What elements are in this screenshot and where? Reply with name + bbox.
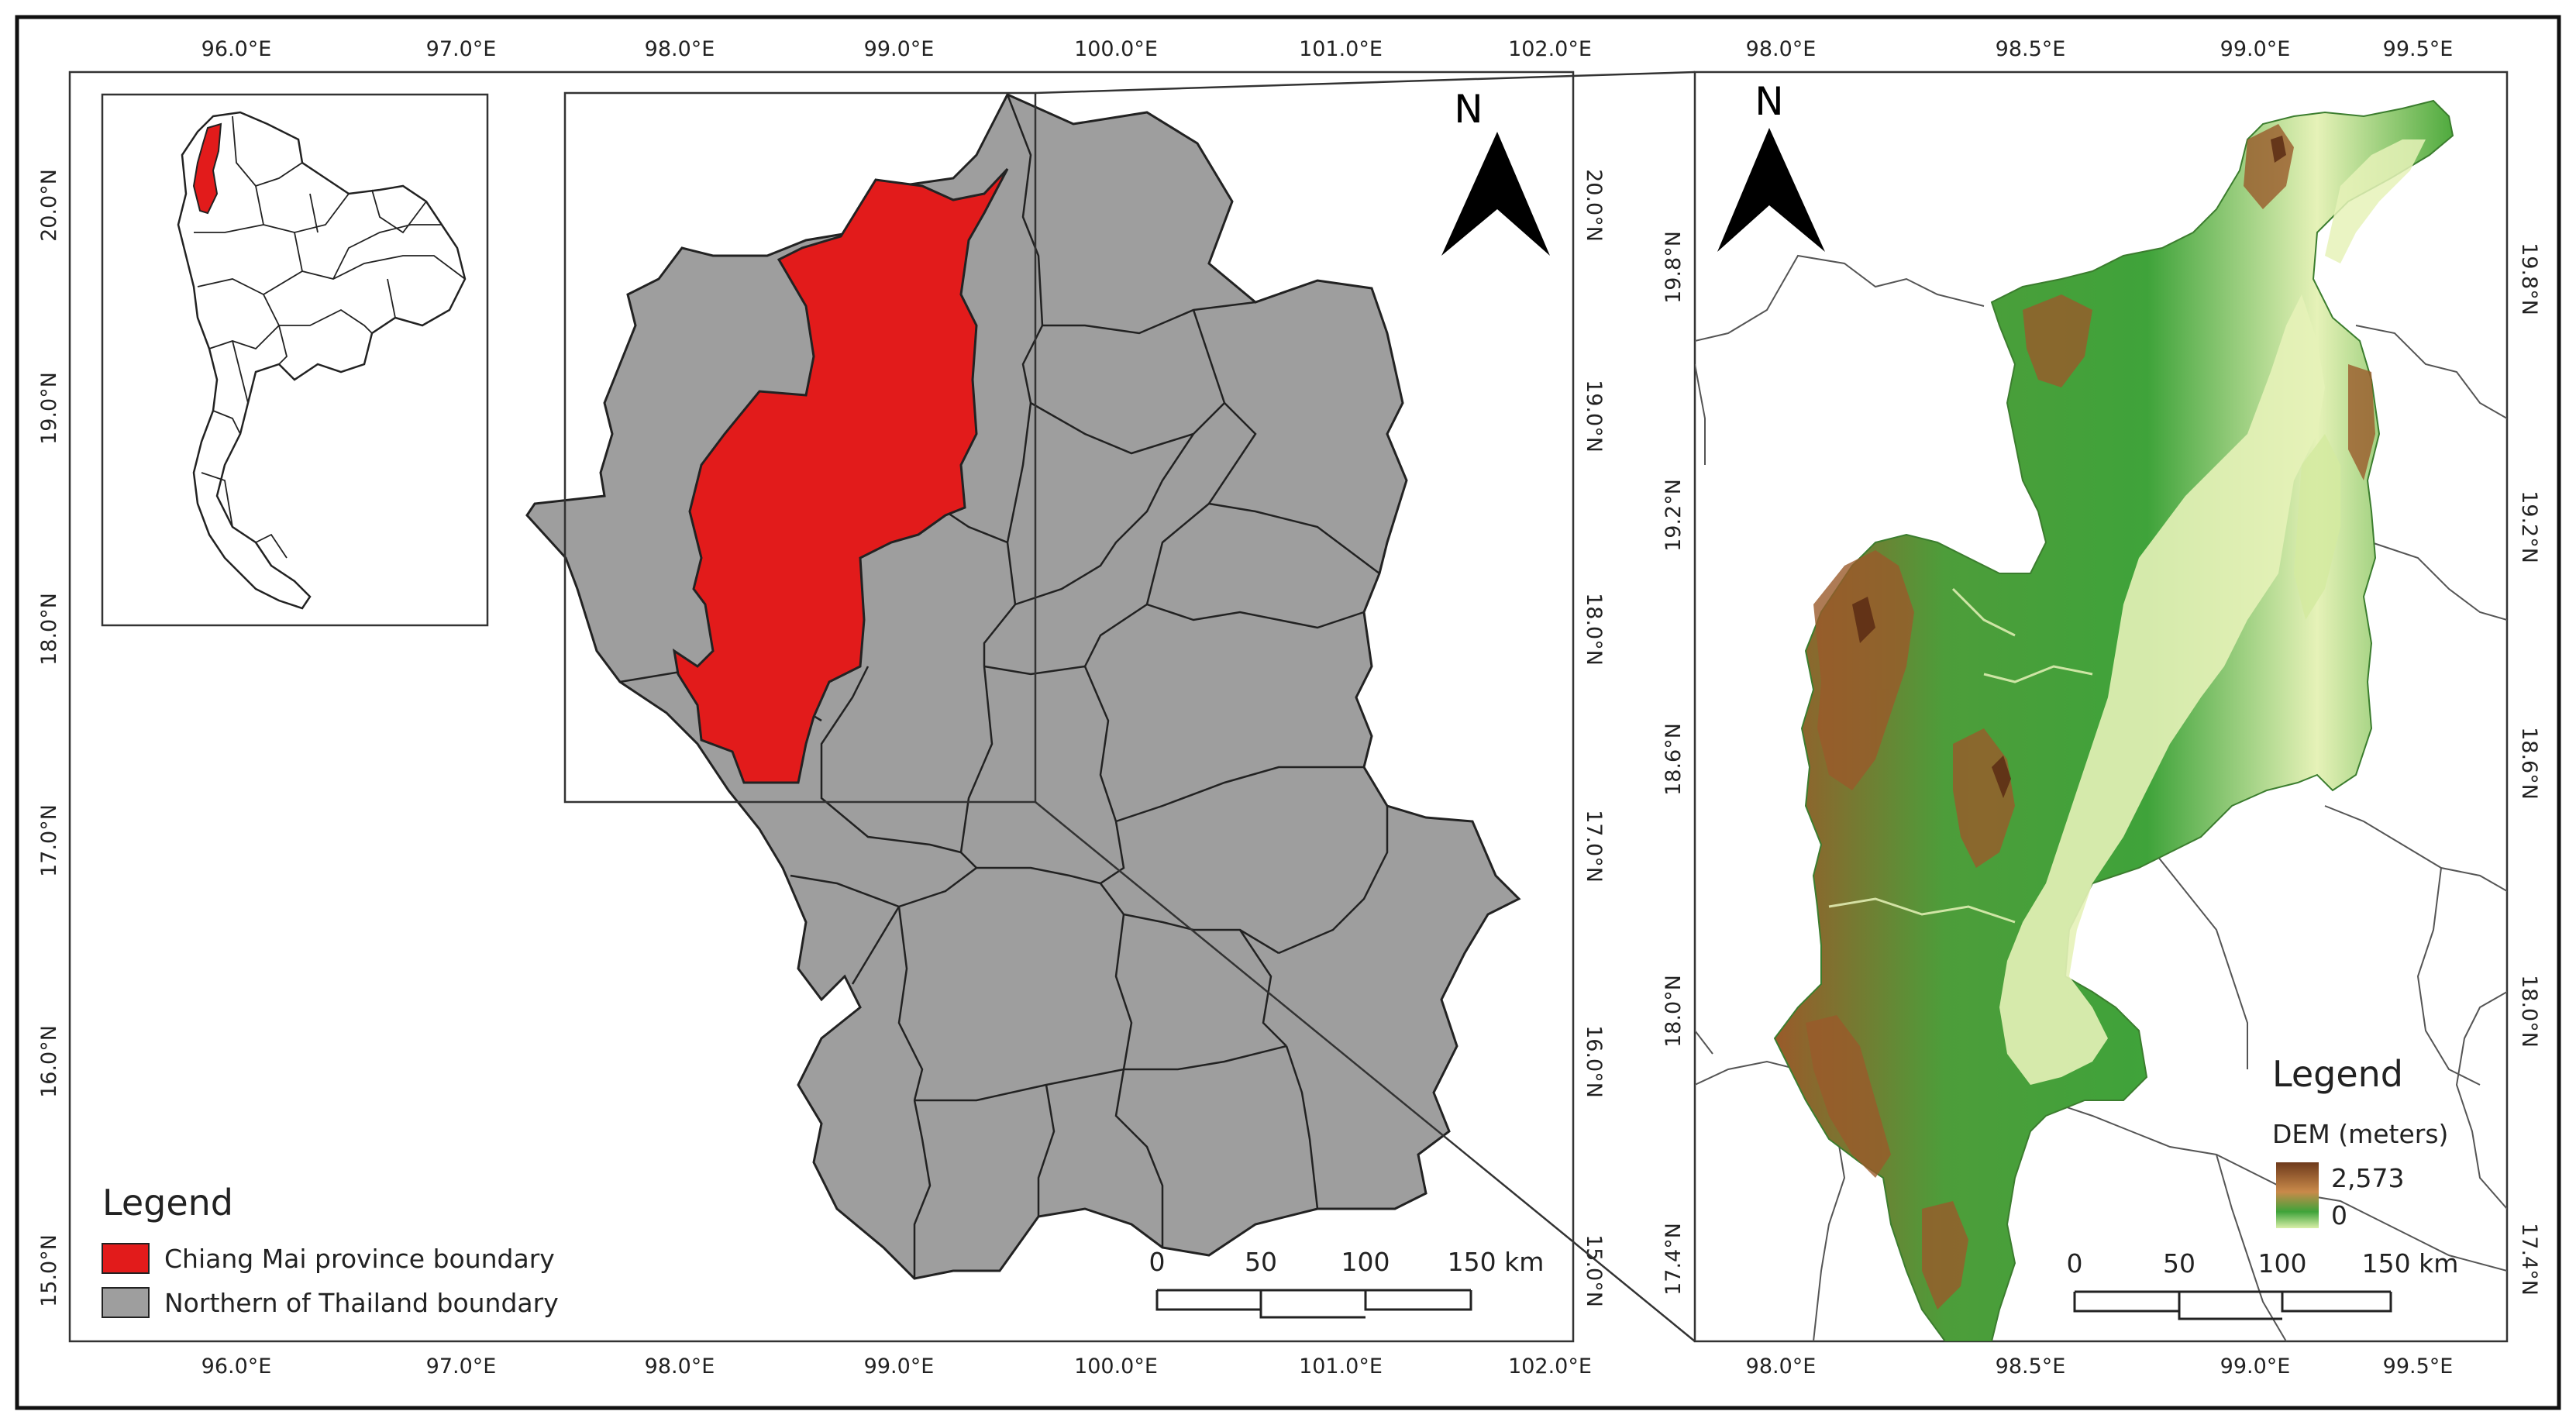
left-x-ticks-bottom: 96.0°E 97.0°E 98.0°E 99.0°E 100.0°E 101.…	[201, 1354, 1592, 1379]
tick-bottom-101: 101.0°E	[1299, 1354, 1383, 1379]
scale-label-right-0: 0	[2067, 1248, 2083, 1279]
tick-r-right-198: 19.8°N	[2517, 243, 2541, 315]
tick-bottom-99: 99.0°E	[864, 1354, 935, 1379]
dem-lowland-east	[2294, 434, 2340, 620]
tick-bottom-98: 98.0°E	[645, 1354, 715, 1379]
scale-bar-left: 0 50 100 150 km	[1149, 1247, 1545, 1319]
tick-left-19: 19.0°N	[37, 372, 61, 445]
left-x-ticks-top: 96.0°E 97.0°E 98.0°E 99.0°E 100.0°E 101.…	[201, 37, 1592, 61]
province-boundaries	[619, 94, 1389, 1279]
tick-left-20: 20.0°N	[37, 169, 61, 242]
legend-title-right: Legend	[2272, 1053, 2403, 1095]
right-y-ticks-left: 19.8°N 19.2°N 18.6°N 18.0°N 17.4°N	[1662, 231, 1686, 1296]
tick-r-right-186: 18.6°N	[2517, 727, 2541, 800]
zoom-connectors	[1035, 71, 1696, 1342]
tick-bottom-96: 96.0°E	[201, 1354, 272, 1379]
dem-highlands	[1806, 124, 2375, 1310]
legend-title-left: Legend	[102, 1182, 233, 1224]
legend-subtitle-dem: DEM (meters)	[2272, 1119, 2448, 1149]
left-y-ticks-left: 20.0°N 19.0°N 18.0°N 17.0°N 16.0°N 15.0°…	[37, 169, 61, 1307]
tick-left-15: 15.0°N	[37, 1234, 61, 1307]
scale-label-right-50: 50	[2163, 1248, 2195, 1279]
scale-bar-right: 0 50 100 150 km	[2067, 1248, 2459, 1320]
tick-top-102: 102.0°E	[1508, 37, 1592, 61]
right-y-ticks-right: 19.8°N 19.2°N 18.6°N 18.0°N 17.4°N	[2517, 243, 2541, 1296]
legend-left: Legend Chiang Mai province boundary Nort…	[102, 1182, 559, 1318]
tick-r-bottom-98: 98.0°E	[1746, 1354, 1817, 1379]
tick-r-left-180: 18.0°N	[1662, 975, 1686, 1048]
tick-right-15: 15.0°N	[1582, 1234, 1606, 1307]
north-arrow-left: N	[1441, 87, 1550, 256]
scale-label-100: 100	[1341, 1247, 1390, 1277]
tick-right-18: 18.0°N	[1582, 593, 1606, 666]
tick-r-bottom-985: 98.5°E	[1996, 1354, 2066, 1379]
left-map: N Legend Chiang Mai province boundary No…	[37, 37, 1606, 1379]
tick-r-right-192: 19.2°N	[2517, 490, 2541, 563]
tick-right-19: 19.0°N	[1582, 380, 1606, 453]
inset-chiang-mai	[192, 122, 222, 215]
legend-right: Legend DEM (meters) 2,573 0	[2272, 1053, 2448, 1231]
right-x-ticks-top: 98.0°E 98.5°E 99.0°E 99.5°E	[1746, 37, 2454, 61]
legend-label-chiang-mai: Chiang Mai province boundary	[164, 1244, 555, 1274]
inset-province-lines	[194, 115, 466, 559]
tick-top-101: 101.0°E	[1299, 37, 1383, 61]
tick-r-left-198: 19.8°N	[1662, 231, 1686, 304]
tick-bottom-102: 102.0°E	[1508, 1354, 1592, 1379]
tick-top-96: 96.0°E	[201, 37, 272, 61]
tick-left-17: 17.0°N	[37, 804, 61, 877]
legend-dem-min: 0	[2331, 1200, 2347, 1231]
scale-label-50: 50	[1245, 1247, 1277, 1277]
tick-right-20: 20.0°N	[1582, 169, 1606, 242]
scale-label-0: 0	[1149, 1247, 1166, 1277]
right-x-ticks-bottom: 98.0°E 98.5°E 99.0°E 99.5°E	[1746, 1354, 2454, 1379]
thailand-inset	[101, 93, 489, 627]
chiang-mai-province	[672, 167, 1009, 784]
north-label-right: N	[1755, 79, 1783, 124]
scale-label-right-150: 150 km	[2362, 1248, 2459, 1279]
dem-color-ramp	[2276, 1162, 2319, 1228]
tick-right-16: 16.0°N	[1582, 1025, 1606, 1098]
extent-box	[563, 91, 1037, 804]
legend-label-northern: Northern of Thailand boundary	[164, 1288, 559, 1318]
tick-r-right-174: 17.4°N	[2517, 1223, 2541, 1296]
tick-bottom-97: 97.0°E	[426, 1354, 497, 1379]
legend-dem-max: 2,573	[2331, 1163, 2404, 1193]
tick-r-left-174: 17.4°N	[1662, 1223, 1686, 1296]
dem-lowland-north	[2325, 139, 2426, 263]
tick-left-18: 18.0°N	[37, 593, 61, 666]
right-map: N Legend DEM (meters) 2,573 0 0 50 100 1…	[1662, 37, 2541, 1379]
tick-top-100: 100.0°E	[1074, 37, 1158, 61]
left-y-ticks-right: 20.0°N 19.0°N 18.0°N 17.0°N 16.0°N 15.0°…	[1582, 169, 1606, 1307]
tick-r-top-99: 99.0°E	[2220, 37, 2291, 61]
dem-rivers	[1828, 587, 2093, 924]
tick-r-bottom-995: 99.5°E	[2383, 1354, 2454, 1379]
tick-r-left-192: 19.2°N	[1662, 479, 1686, 552]
tick-r-right-180: 18.0°N	[2517, 975, 2541, 1048]
tick-top-99: 99.0°E	[864, 37, 935, 61]
north-arrow-right: N	[1717, 79, 1825, 252]
dem-lowland	[1999, 294, 2325, 1085]
outer-frame	[15, 15, 2561, 1410]
dem-peaks	[1852, 136, 2286, 798]
scale-label-150: 150 km	[1448, 1247, 1545, 1277]
legend-swatch-northern	[102, 1287, 150, 1318]
tick-bottom-100: 100.0°E	[1074, 1354, 1158, 1379]
tick-r-top-98: 98.0°E	[1746, 37, 1817, 61]
northern-thailand-region	[525, 93, 1521, 1280]
tick-top-98: 98.0°E	[645, 37, 715, 61]
tick-r-left-186: 18.6°N	[1662, 723, 1686, 796]
legend-swatch-chiang-mai	[102, 1243, 150, 1274]
scale-label-right-100: 100	[2258, 1248, 2307, 1279]
tick-left-16: 16.0°N	[37, 1025, 61, 1098]
tick-r-top-985: 98.5°E	[1996, 37, 2066, 61]
tick-right-17: 17.0°N	[1582, 810, 1606, 883]
tick-r-bottom-99: 99.0°E	[2220, 1354, 2291, 1379]
north-label-left: N	[1454, 87, 1483, 132]
tick-r-top-995: 99.5°E	[2383, 37, 2454, 61]
thailand-outline	[177, 111, 467, 610]
tick-top-97: 97.0°E	[426, 37, 497, 61]
